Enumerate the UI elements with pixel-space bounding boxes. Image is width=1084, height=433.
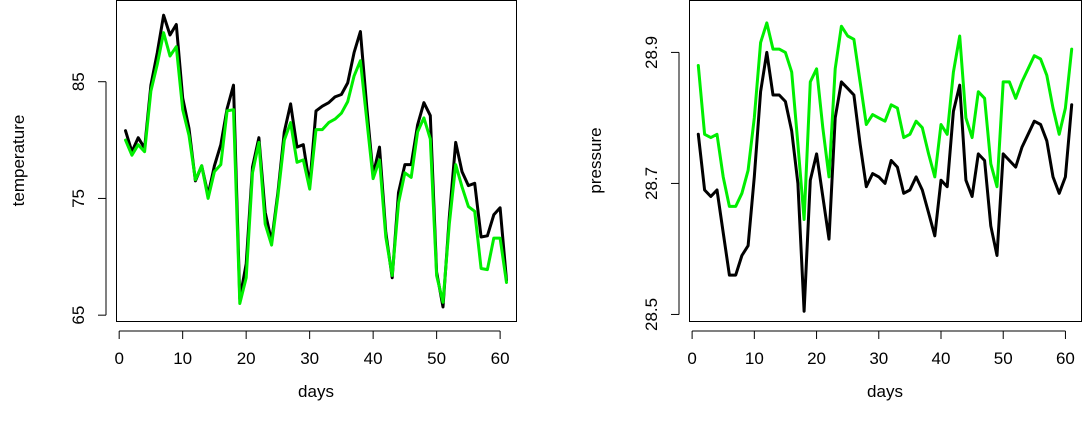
y-axis-title: temperature xyxy=(9,115,28,207)
series-line-1 xyxy=(124,13,508,309)
series-line-2 xyxy=(696,21,1074,221)
x-tick-label: 20 xyxy=(807,349,826,368)
x-tick-label: 50 xyxy=(427,349,446,368)
y-tick-label: 85 xyxy=(69,72,88,91)
chart-panel-2: 0 10 20 30 40 50 60 28.5 28.7 28.9 days pressure xyxy=(586,0,1082,401)
series-line-2 xyxy=(124,31,508,305)
x-tick-label: 10 xyxy=(745,349,764,368)
x-tick-label: 20 xyxy=(237,349,256,368)
x-tick-label: 50 xyxy=(994,349,1013,368)
y-axis-title: pressure xyxy=(586,127,605,193)
plot-frame xyxy=(689,0,1082,322)
y-tick-label: 28.7 xyxy=(642,167,661,200)
y-tick-label: 28.5 xyxy=(642,298,661,331)
series-line-1 xyxy=(696,50,1074,313)
plot-frame xyxy=(116,0,517,322)
y-tick-label: 65 xyxy=(69,306,88,325)
x-tick-label: 30 xyxy=(300,349,319,368)
x-tick-label: 40 xyxy=(364,349,383,368)
x-tick-label: 60 xyxy=(1056,349,1075,368)
chart-panel-1: 0 10 20 30 40 50 60 65 75 85 days temperature xyxy=(9,0,517,401)
y-tick-label: 75 xyxy=(69,189,88,208)
y-tick-label: 28.9 xyxy=(642,36,661,69)
x-tick-label: 60 xyxy=(491,349,510,368)
x-tick-label: 30 xyxy=(869,349,888,368)
x-tick-label: 0 xyxy=(687,349,696,368)
x-axis-title: days xyxy=(867,382,903,401)
x-tick-label: 0 xyxy=(114,349,123,368)
x-tick-label: 40 xyxy=(932,349,951,368)
x-axis-title: days xyxy=(298,382,334,401)
x-tick-label: 10 xyxy=(173,349,192,368)
